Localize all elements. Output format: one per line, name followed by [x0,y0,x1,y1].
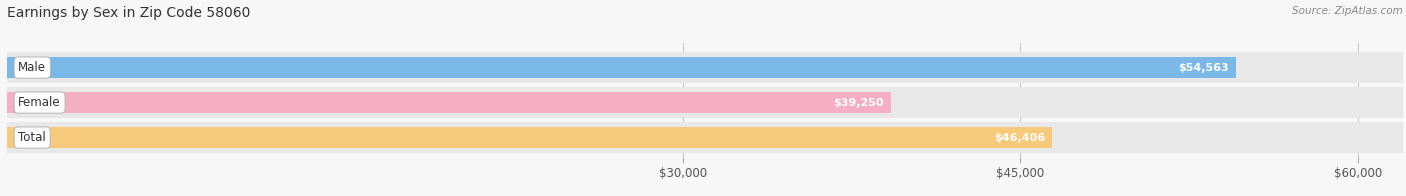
Bar [7,87,1403,118]
Text: $46,406: $46,406 [994,132,1045,142]
Bar [7,52,1403,83]
Bar [7,122,1403,153]
Bar [7,92,891,113]
Text: $39,250: $39,250 [834,98,884,108]
Text: Male: Male [18,61,46,74]
Text: $54,563: $54,563 [1178,63,1229,73]
Text: Total: Total [18,131,46,144]
Text: Earnings by Sex in Zip Code 58060: Earnings by Sex in Zip Code 58060 [7,6,250,20]
Bar [7,57,1236,78]
Text: Female: Female [18,96,60,109]
Bar [7,127,1052,148]
Text: Source: ZipAtlas.com: Source: ZipAtlas.com [1292,6,1403,16]
